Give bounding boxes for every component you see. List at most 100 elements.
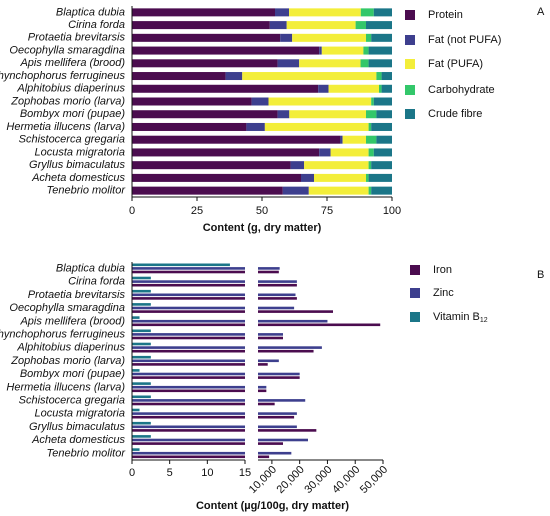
bar-segment	[373, 97, 392, 106]
bar-segment	[360, 8, 374, 17]
legend-swatch	[410, 312, 420, 322]
bar	[132, 363, 245, 366]
bar-segment	[366, 33, 372, 42]
category-label: Oecophylla smaragdina	[9, 44, 125, 56]
bar	[258, 385, 267, 389]
bar-segment	[368, 161, 372, 170]
bar	[132, 395, 151, 399]
x-axis-title: Content (µg/100g, dry matter)	[196, 500, 349, 512]
bar-segment	[251, 97, 269, 106]
category-label: Gryllus bimaculatus	[29, 159, 125, 171]
legend-swatch	[405, 85, 415, 95]
bar	[258, 415, 295, 419]
bar	[132, 415, 245, 419]
bar-segment	[268, 97, 372, 106]
bar	[258, 346, 322, 349]
bar-segment	[376, 110, 392, 119]
bar	[132, 342, 151, 346]
category-label: Schistocerca gregaria	[19, 395, 125, 407]
bar	[258, 323, 381, 327]
bar	[132, 372, 245, 376]
bar	[132, 448, 140, 451]
legend-label: Zinc	[433, 287, 454, 299]
bar-segment	[132, 122, 247, 131]
bar-segment	[264, 122, 369, 131]
category-label: Gryllus bimaculatus	[29, 421, 125, 433]
bar-segment	[368, 46, 392, 55]
bar-segment	[289, 8, 361, 17]
legend-label: Fat (PUFA)	[428, 58, 483, 70]
bar-segment	[282, 186, 309, 195]
category-label: Zophobas morio (larva)	[10, 95, 125, 107]
bar	[132, 336, 245, 340]
bar-segment	[286, 21, 356, 30]
bar-segment	[355, 21, 366, 30]
bar	[258, 297, 297, 300]
x-tick-label: 15	[239, 467, 251, 479]
bar	[132, 408, 140, 412]
bar	[132, 333, 245, 336]
bar-segment	[132, 173, 301, 182]
legend-swatch	[405, 35, 415, 45]
category-label: Locusta migratoria	[35, 146, 126, 158]
category-label: Tenebrio molitor	[47, 185, 127, 197]
bar	[132, 306, 245, 310]
bar	[258, 333, 283, 336]
category-label: Protaetia brevitarsis	[28, 289, 126, 301]
bar-segment	[318, 84, 329, 93]
bar	[132, 359, 245, 363]
bar-segment	[371, 122, 392, 131]
x-axis-title: Content (g, dry matter)	[203, 222, 322, 234]
bar-segment	[321, 46, 364, 55]
bar-segment	[371, 186, 392, 195]
bar	[132, 323, 245, 327]
bar-segment	[304, 161, 369, 170]
legend-label: Iron	[433, 264, 452, 276]
bar	[132, 369, 140, 372]
category-label: Rhynchophorus ferrugineus	[0, 70, 125, 82]
legend-label: Carbohydrate	[428, 84, 495, 96]
bar-segment	[132, 8, 275, 17]
x-tick-label: 50,000	[358, 464, 390, 496]
x-tick-label: 0	[129, 467, 135, 479]
bar-segment	[376, 72, 382, 81]
bar	[258, 270, 279, 274]
category-label: Alphitobius diaperinus	[16, 83, 125, 95]
legend-swatch	[405, 109, 415, 119]
bar-segment	[342, 135, 366, 144]
bar-segment	[132, 84, 319, 93]
bar-segment	[360, 59, 369, 68]
bar	[258, 293, 296, 297]
bar	[132, 451, 245, 455]
bar	[258, 389, 267, 393]
category-label: Apis mellifera (brood)	[19, 315, 125, 327]
category-label: Locusta migratoria	[35, 408, 126, 420]
bar-segment	[132, 59, 278, 68]
bar	[258, 359, 279, 363]
panel-label: B	[537, 269, 544, 281]
bar	[258, 310, 333, 313]
bar-segment	[366, 110, 377, 119]
category-label: Tenebrio molitor	[47, 447, 127, 459]
x-tick-label: 10	[201, 467, 213, 479]
category-label: Blaptica dubia	[56, 263, 125, 275]
bar-segment	[280, 33, 293, 42]
x-tick-label: 50	[256, 205, 268, 217]
bar-segment	[132, 33, 281, 42]
bar	[258, 372, 300, 376]
bar-segment	[289, 110, 366, 119]
category-label: Rhynchophorus ferrugineus	[0, 329, 125, 341]
bar-segment	[381, 72, 392, 81]
bar	[132, 280, 245, 283]
legend-label: Protein	[428, 9, 463, 21]
bar-segment	[371, 33, 392, 42]
x-tick-label: 20,000	[275, 464, 307, 496]
bar-segment	[366, 135, 377, 144]
category-label: Acheta domesticus	[31, 172, 125, 184]
bar	[132, 276, 151, 280]
bar-segment	[371, 161, 392, 170]
bar	[258, 402, 275, 406]
bar	[132, 438, 245, 442]
legend-label: Vitamin B12	[433, 311, 488, 324]
